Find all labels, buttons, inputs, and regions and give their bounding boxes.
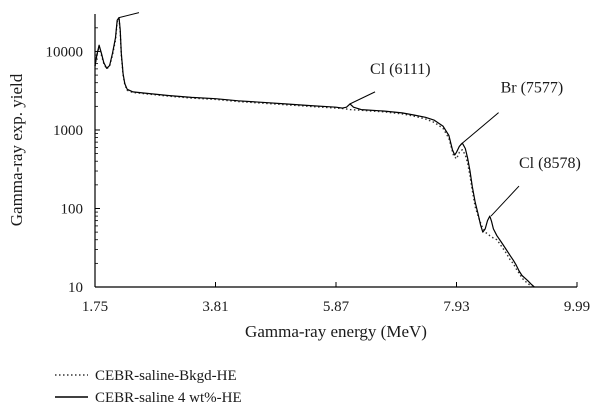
x-axis-title: Gamma-ray energy (MeV) bbox=[245, 322, 427, 341]
series-layer bbox=[94, 17, 535, 288]
series-line-bkgd bbox=[94, 18, 534, 288]
annotation-layer: H (2223)Cl (6111)Br (7577)Cl (8578) bbox=[118, 12, 581, 217]
annotation-leader bbox=[118, 12, 140, 19]
x-tick-label: 1.75 bbox=[82, 299, 108, 315]
legend-label-bkgd: CEBR-saline-Bkgd-HE bbox=[95, 368, 237, 384]
x-tick-label: 7.93 bbox=[443, 299, 469, 315]
y-tick-label: 100 bbox=[61, 201, 84, 217]
y-tick-label: 10 bbox=[68, 280, 83, 296]
annotation-leader bbox=[490, 185, 520, 217]
x-tick-label: 9.99 bbox=[564, 299, 590, 315]
axes bbox=[94, 14, 577, 288]
legend: CEBR-saline-Bkgd-HE CEBR-saline 4 wt%-HE bbox=[55, 368, 242, 406]
annotation-leader bbox=[460, 112, 499, 146]
y-tick-label: 10000 bbox=[46, 44, 84, 60]
annotation-leader bbox=[349, 91, 376, 105]
y-axis-title: Gamma-ray exp. yield bbox=[7, 73, 26, 226]
legend-label-saline: CEBR-saline 4 wt%-HE bbox=[95, 390, 242, 406]
y-ticks: 10 100 1000 10000 bbox=[46, 27, 100, 296]
annotation-label: Br (7577) bbox=[501, 80, 564, 97]
x-tick-label: 5.87 bbox=[323, 299, 350, 315]
x-ticks: 1.75 3.81 5.87 7.93 9.99 bbox=[82, 282, 590, 315]
x-tick-label: 3.81 bbox=[202, 299, 228, 315]
annotation-label: Cl (8578) bbox=[519, 155, 581, 172]
annotation-label: Cl (6111) bbox=[370, 61, 431, 78]
y-tick-label: 1000 bbox=[53, 123, 83, 139]
series-line-saline bbox=[94, 17, 535, 288]
